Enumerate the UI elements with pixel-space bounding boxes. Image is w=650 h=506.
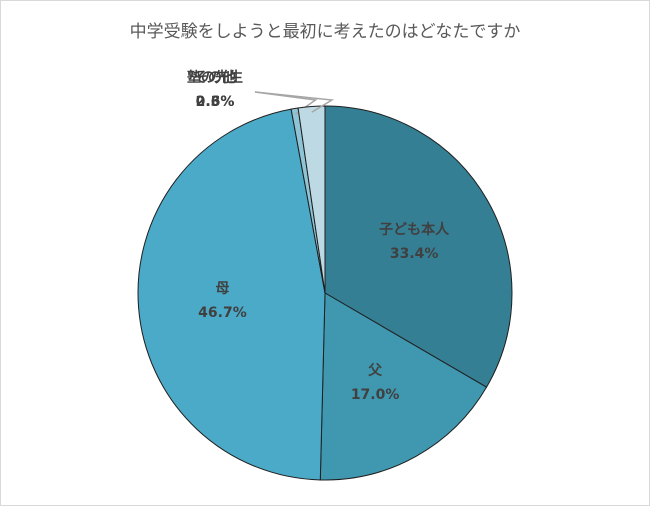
slice-label: 父: [367, 363, 383, 379]
leader-line: [254, 91, 335, 113]
value-label: 46.7%: [198, 305, 247, 321]
pie-slice: [319, 292, 488, 481]
slice-label: その他: [194, 69, 236, 86]
value-label: 0.6%: [196, 94, 235, 110]
value-label: 17.0%: [351, 387, 400, 403]
value-label: 33.4%: [390, 246, 439, 262]
chart-title: 中学受験をしようと最初に考えたのはどなたですか: [130, 22, 521, 42]
slice-label: 母: [215, 281, 229, 297]
value-label: 2.3%: [196, 94, 235, 110]
slice-label: 子ども本人: [379, 221, 450, 238]
pie-slice: [324, 105, 513, 388]
pie-slice: [297, 105, 326, 294]
slice-label: 塾の先生: [187, 69, 243, 86]
pie-slice: [137, 108, 326, 481]
